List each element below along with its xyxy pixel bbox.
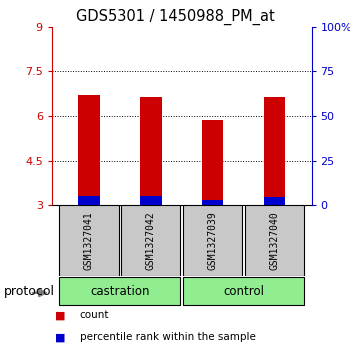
Text: GSM1327041: GSM1327041	[84, 211, 94, 270]
Text: castration: castration	[90, 285, 149, 298]
Bar	[183, 277, 304, 305]
Bar	[264, 97, 285, 205]
Bar	[121, 205, 180, 276]
Bar	[140, 196, 162, 205]
Bar	[202, 200, 223, 205]
Text: percentile rank within the sample: percentile rank within the sample	[80, 332, 256, 342]
Bar	[245, 205, 304, 276]
Text: count: count	[80, 310, 109, 321]
Bar	[264, 197, 285, 205]
Bar	[140, 97, 162, 205]
Text: GSM1327040: GSM1327040	[270, 211, 279, 270]
Bar	[78, 196, 100, 205]
Text: GSM1327039: GSM1327039	[208, 211, 218, 270]
Bar	[59, 205, 119, 276]
Bar	[59, 277, 180, 305]
Text: ■: ■	[55, 310, 66, 321]
Text: control: control	[223, 285, 264, 298]
Bar	[202, 121, 223, 205]
Text: ■: ■	[55, 332, 66, 342]
Bar	[78, 95, 100, 205]
Text: GDS5301 / 1450988_PM_at: GDS5301 / 1450988_PM_at	[76, 9, 274, 25]
Text: GSM1327042: GSM1327042	[146, 211, 156, 270]
Text: protocol: protocol	[4, 285, 55, 298]
Bar	[183, 205, 242, 276]
